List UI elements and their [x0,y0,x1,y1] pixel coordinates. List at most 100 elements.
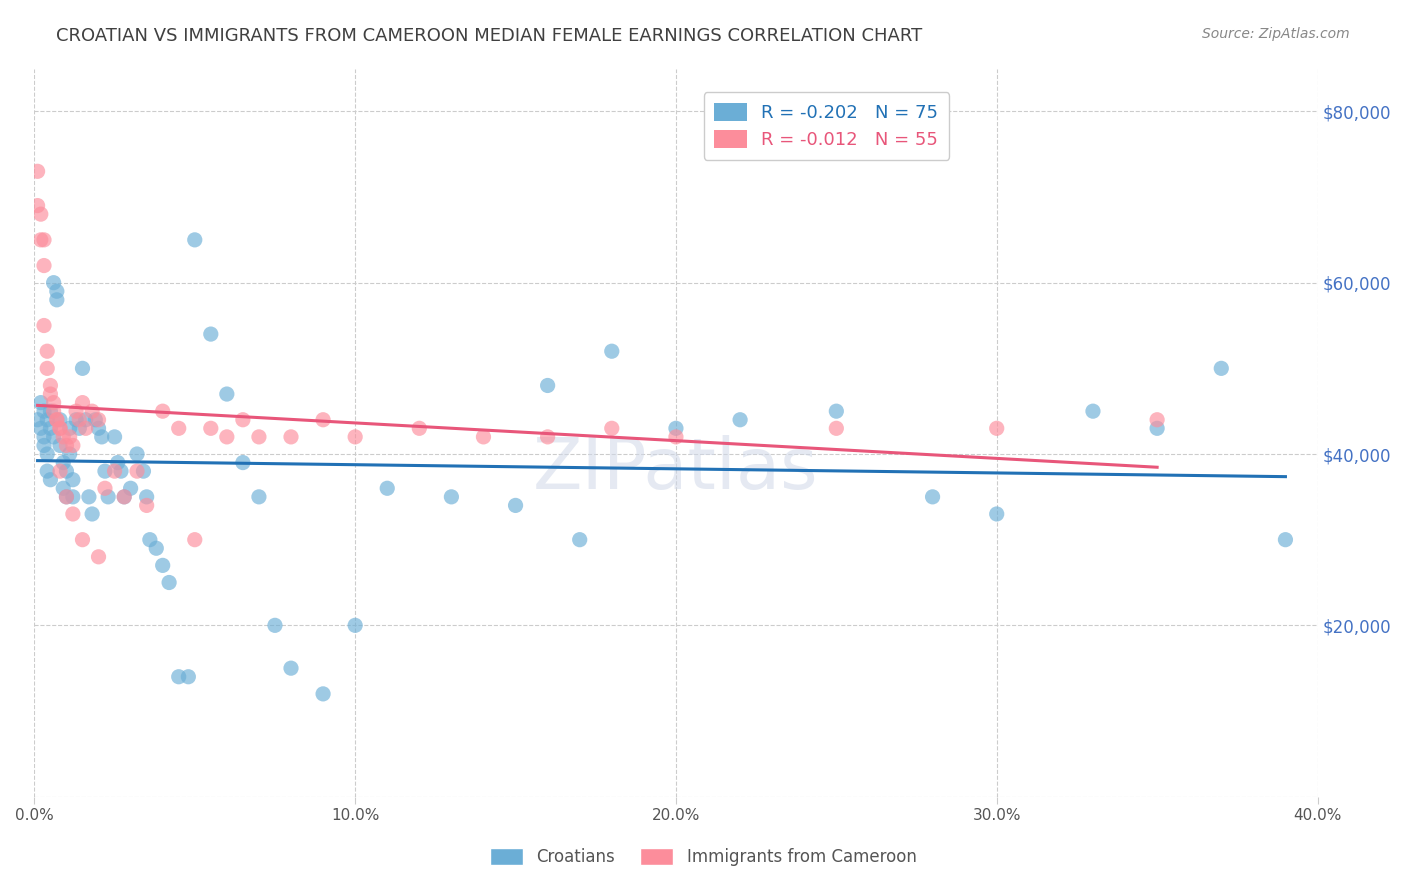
Point [536,430,558,444]
Point [825,421,848,435]
Point [65,413,87,427]
Point [312,413,335,427]
Point [67,421,90,435]
Point [986,421,1008,435]
Point [177,670,200,684]
Point [665,421,688,435]
Point [55,490,77,504]
Point [1274,533,1296,547]
Point [125,447,148,461]
Text: ZIPatlas: ZIPatlas [533,434,818,503]
Point [139,533,162,547]
Point [75,421,97,435]
Point [45,413,67,427]
Point [32,430,55,444]
Point [65,404,87,418]
Point [408,421,430,435]
Point [62,438,84,452]
Point [45,285,67,299]
Point [27,164,49,178]
Point [39,378,62,392]
Point [45,413,67,427]
Point [72,361,94,376]
Legend: Croatians, Immigrants from Cameroon: Croatians, Immigrants from Cameroon [481,840,925,875]
Point [39,473,62,487]
Point [157,575,180,590]
Point [82,507,104,521]
Point [49,438,72,452]
Point [52,456,75,470]
Point [49,421,72,435]
Point [30,395,52,409]
Point [152,404,174,418]
Point [184,533,207,547]
Point [145,541,167,556]
Point [37,361,59,376]
Point [82,404,104,418]
Point [87,549,110,564]
Point [30,233,52,247]
Point [42,404,65,418]
Point [1211,361,1233,376]
Point [37,447,59,461]
Point [90,430,112,444]
Point [728,413,751,427]
Point [505,499,527,513]
Point [59,430,82,444]
Point [52,481,75,495]
Point [62,490,84,504]
Point [1146,413,1168,427]
Point [536,378,558,392]
Point [232,456,254,470]
Point [27,413,49,427]
Point [55,438,77,452]
Point [49,413,72,427]
Point [77,490,100,504]
Point [55,464,77,478]
Point [247,430,270,444]
Point [62,507,84,521]
Point [280,661,302,675]
Point [87,413,110,427]
Point [112,490,135,504]
Point [52,430,75,444]
Point [32,233,55,247]
Point [167,670,190,684]
Point [42,276,65,290]
Point [825,404,848,418]
Point [120,481,142,495]
Point [72,395,94,409]
Point [986,507,1008,521]
Point [59,447,82,461]
Point [344,618,367,632]
Point [110,464,132,478]
Point [39,421,62,435]
Point [1146,421,1168,435]
Point [247,490,270,504]
Text: Source: ZipAtlas.com: Source: ZipAtlas.com [1202,27,1350,41]
Point [75,413,97,427]
Point [665,430,688,444]
Point [87,421,110,435]
Point [107,456,129,470]
Point [37,344,59,359]
Point [135,490,157,504]
Point [135,499,157,513]
Point [39,387,62,401]
Point [67,413,90,427]
Point [49,421,72,435]
Point [568,533,591,547]
Point [600,421,623,435]
Point [32,318,55,333]
Point [125,464,148,478]
Point [59,421,82,435]
Point [84,413,107,427]
Point [280,430,302,444]
Point [472,430,495,444]
Point [37,464,59,478]
Point [344,430,367,444]
Point [200,327,222,342]
Point [132,464,155,478]
Point [200,421,222,435]
Point [1081,404,1104,418]
